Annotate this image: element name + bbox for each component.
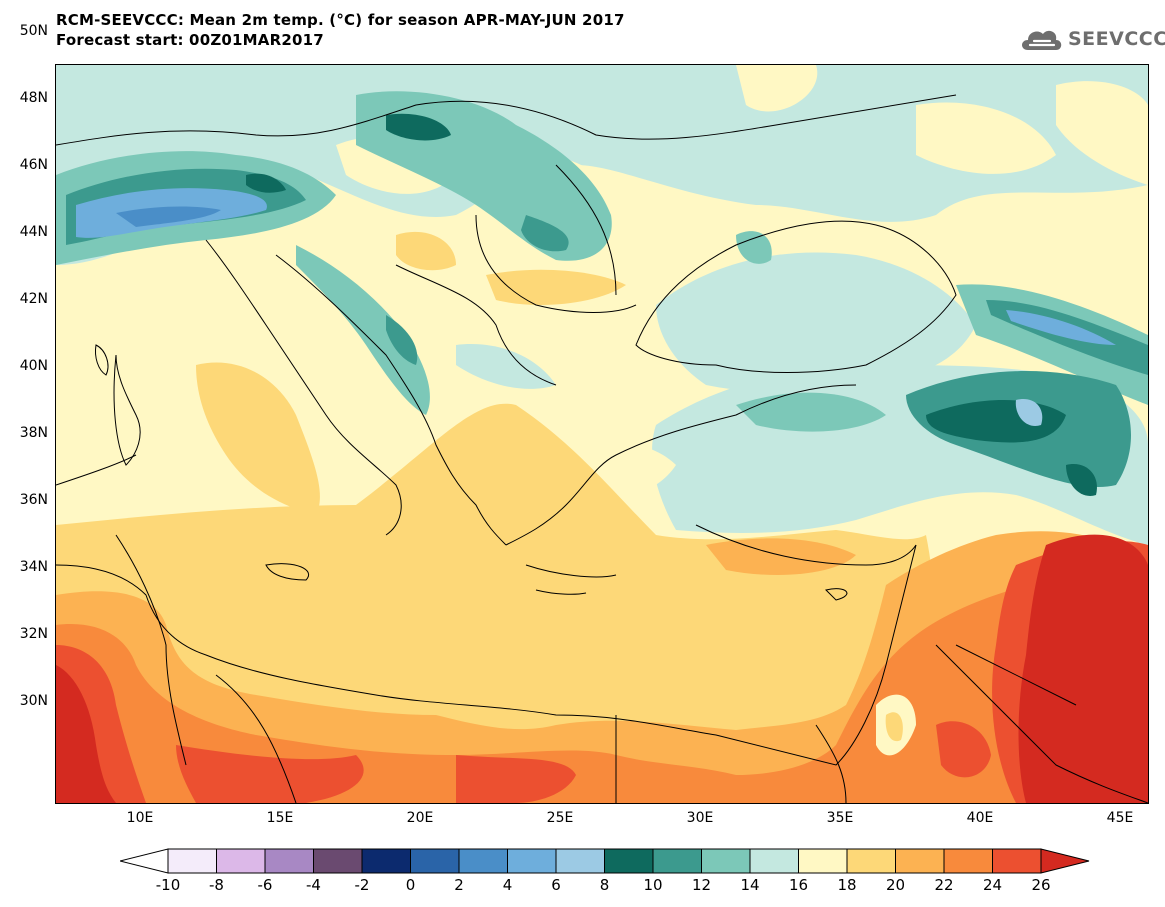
colorbar-swatch bbox=[798, 848, 848, 874]
colorbar-swatch bbox=[216, 848, 266, 874]
colorbar bbox=[120, 848, 1090, 874]
y-tick-label: 46N bbox=[19, 157, 48, 173]
colorbar-swatch bbox=[458, 848, 508, 874]
map-title: RCM-SEEVCCC: Mean 2m temp. (°C) for seas… bbox=[56, 10, 625, 50]
colorbar-swatch bbox=[749, 848, 799, 874]
colorbar-tick-label: -10 bbox=[155, 876, 181, 894]
colorbar-tick-label: 10 bbox=[643, 876, 663, 894]
colorbar-tick-label: -2 bbox=[354, 876, 370, 894]
y-tick-label: 40N bbox=[19, 358, 48, 374]
seevccc-logo: SEEVCCC bbox=[1018, 24, 1165, 54]
colorbar-over-arrow bbox=[1040, 848, 1090, 874]
colorbar-swatch bbox=[604, 848, 654, 874]
x-tick-label: 35E bbox=[826, 810, 854, 826]
y-tick-label: 42N bbox=[19, 291, 48, 307]
colorbar-tick-label: 0 bbox=[405, 876, 416, 894]
title-line-2: Forecast start: 00Z01MAR2017 bbox=[56, 31, 324, 49]
colorbar-tick-label: -4 bbox=[306, 876, 321, 894]
colorbar-tick-label: 22 bbox=[934, 876, 954, 894]
colorbar-swatch bbox=[992, 848, 1042, 874]
colorbar-swatch bbox=[943, 848, 993, 874]
x-tick-label: 20E bbox=[406, 810, 434, 826]
colorbar-under-arrow bbox=[120, 848, 169, 874]
temperature-map bbox=[55, 64, 1149, 804]
x-tick-label: 10E bbox=[126, 810, 154, 826]
y-tick-label: 48N bbox=[19, 90, 48, 106]
x-tick-label: 15E bbox=[266, 810, 294, 826]
x-tick-label: 45E bbox=[1106, 810, 1134, 826]
colorbar-tick-label: 2 bbox=[454, 876, 464, 894]
colorbar-tick-label: 14 bbox=[740, 876, 760, 894]
colorbar-swatch bbox=[507, 848, 557, 874]
colorbar-tick-label: 8 bbox=[599, 876, 610, 894]
map-canvas bbox=[56, 65, 1148, 803]
y-tick-label: 32N bbox=[19, 626, 48, 642]
cloud-icon bbox=[1022, 30, 1062, 50]
x-tick-label: 40E bbox=[966, 810, 994, 826]
colorbar-swatch bbox=[846, 848, 896, 874]
colorbar-tick-label: 6 bbox=[551, 876, 561, 894]
x-tick-label: 25E bbox=[546, 810, 574, 826]
colorbar-tick-label: 16 bbox=[788, 876, 809, 894]
colorbar-swatch bbox=[313, 848, 363, 874]
y-tick-label: 30N bbox=[19, 693, 48, 709]
colorbar-tick-label: 4 bbox=[502, 876, 513, 894]
colorbar-swatch bbox=[167, 848, 217, 874]
y-tick-label: 44N bbox=[19, 224, 48, 240]
colorbar-swatch bbox=[895, 848, 945, 874]
logo-text: SEEVCCC bbox=[1068, 28, 1165, 50]
x-tick-label: 30E bbox=[686, 810, 714, 826]
colorbar-tick-label: 24 bbox=[982, 876, 1003, 894]
y-tick-label: 38N bbox=[19, 425, 48, 441]
title-line-1: RCM-SEEVCCC: Mean 2m temp. (°C) for seas… bbox=[56, 11, 625, 29]
colorbar-swatch bbox=[410, 848, 460, 874]
colorbar-tick-label: 12 bbox=[691, 876, 712, 894]
colorbar-swatch bbox=[264, 848, 314, 874]
colorbar-tick-label: 18 bbox=[837, 876, 857, 894]
colorbar-swatch bbox=[701, 848, 751, 874]
colorbar-tick-label: 26 bbox=[1031, 876, 1051, 894]
colorbar-tick-label: -8 bbox=[209, 876, 224, 894]
y-tick-label: 36N bbox=[19, 492, 48, 508]
y-tick-label: 50N bbox=[19, 23, 48, 39]
colorbar-swatch bbox=[555, 848, 605, 874]
colorbar-swatch bbox=[361, 848, 411, 874]
colorbar-tick-label: -6 bbox=[257, 876, 273, 894]
colorbar-swatch bbox=[652, 848, 702, 874]
colorbar-tick-label: 20 bbox=[885, 876, 906, 894]
y-tick-label: 34N bbox=[19, 559, 48, 575]
